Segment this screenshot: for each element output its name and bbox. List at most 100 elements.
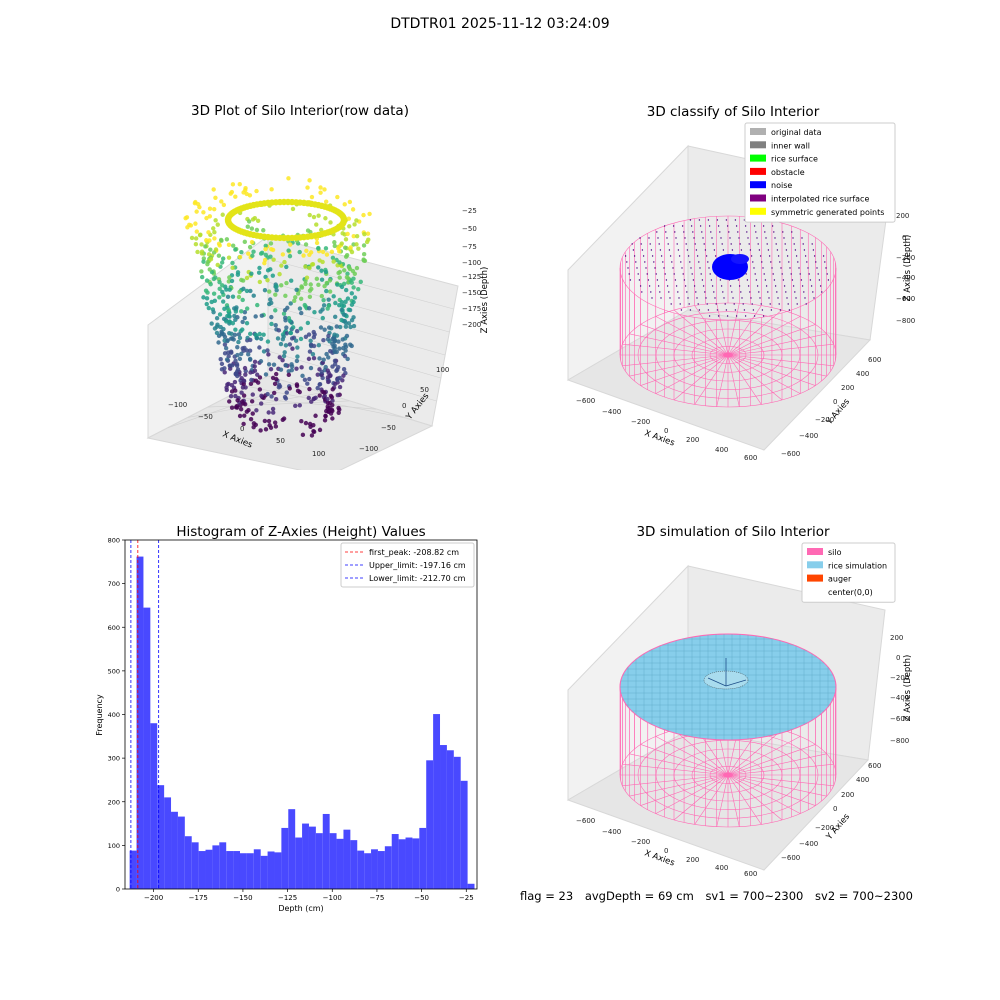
data-point <box>342 268 347 273</box>
interpolated-point <box>783 237 785 239</box>
data-point <box>237 182 242 187</box>
data-point <box>362 258 368 263</box>
data-point <box>339 303 345 309</box>
data-point <box>242 239 248 245</box>
data-point <box>343 299 348 304</box>
histogram-x-ticks: −200 −175 −150 −125 −100 −75 −50 −25 <box>144 889 474 902</box>
data-point <box>290 346 295 351</box>
x-tick-label: −150 <box>233 894 252 902</box>
data-point <box>295 354 300 359</box>
interpolated-point <box>819 285 822 287</box>
data-point <box>301 253 306 258</box>
data-point <box>250 392 255 397</box>
data-point <box>242 315 247 321</box>
data-point <box>362 231 367 237</box>
interpolated-point <box>663 225 666 227</box>
data-point <box>298 326 304 331</box>
data-point <box>243 372 248 377</box>
data-point <box>299 419 304 424</box>
data-point <box>335 377 340 383</box>
interpolated-point <box>767 249 770 251</box>
data-point <box>289 362 294 367</box>
sim-z-tick: 200 <box>890 634 903 642</box>
interpolated-point <box>646 273 648 275</box>
data-point <box>330 387 335 392</box>
data-point <box>254 188 259 194</box>
data-point <box>185 225 190 230</box>
data-point <box>327 289 333 294</box>
data-point <box>251 249 256 254</box>
data-point <box>226 354 231 359</box>
data-point <box>220 212 225 217</box>
histogram-bar <box>295 837 303 889</box>
interpolated-point <box>627 267 629 269</box>
data-point <box>246 352 251 357</box>
data-point <box>277 271 282 277</box>
histogram-bar <box>233 851 240 889</box>
raw-z-tick: −125 <box>462 273 481 281</box>
data-point <box>323 269 329 275</box>
data-point <box>317 381 323 387</box>
interpolated-point <box>641 249 644 251</box>
interpolated-point <box>711 285 714 287</box>
sim-x-tick: 200 <box>686 856 699 864</box>
data-point <box>189 235 195 241</box>
x-tick-label: −200 <box>144 894 163 902</box>
data-point <box>298 296 304 301</box>
data-point <box>220 289 225 295</box>
data-point <box>309 194 315 200</box>
data-point <box>233 393 238 399</box>
data-point <box>314 276 320 282</box>
interpolated-point <box>794 249 797 251</box>
data-point <box>230 336 235 341</box>
classify-x-tick: 200 <box>686 436 699 444</box>
interpolated-point <box>732 297 734 299</box>
data-point <box>214 324 220 329</box>
sim-x-tick: −400 <box>602 828 621 836</box>
data-point <box>347 224 352 229</box>
data-point <box>311 329 316 335</box>
data-point <box>306 395 311 401</box>
interpolated-point <box>767 291 769 293</box>
data-point <box>229 405 235 410</box>
silo-floor-spoke <box>727 354 740 407</box>
sim-z-tick: −800 <box>890 737 909 745</box>
histogram-bar <box>164 797 172 889</box>
data-point <box>257 265 262 271</box>
interpolated-point <box>704 249 707 251</box>
data-point <box>263 243 268 248</box>
interpolated-point <box>768 255 771 257</box>
interpolated-point <box>689 219 692 221</box>
data-point <box>193 236 199 241</box>
interpolated-point <box>685 243 687 245</box>
x-tick-label: −75 <box>370 894 385 902</box>
data-point <box>303 281 308 287</box>
interpolated-point <box>656 279 659 281</box>
interpolated-point <box>657 285 660 287</box>
interpolated-point <box>775 243 777 245</box>
data-point <box>344 333 350 339</box>
data-point <box>248 337 253 343</box>
data-point <box>216 340 221 345</box>
histogram-bar <box>253 849 261 889</box>
interpolated-point <box>745 273 747 275</box>
data-point <box>361 212 366 218</box>
data-point <box>308 365 314 371</box>
interpolated-point <box>773 231 775 233</box>
data-point <box>323 364 328 370</box>
interpolated-point <box>715 303 717 305</box>
data-point <box>319 293 325 299</box>
silo-floor-spoke <box>727 354 827 377</box>
data-point <box>246 219 252 224</box>
classify-z-tick: 200 <box>896 212 909 220</box>
silo-floor-spoke <box>727 729 783 776</box>
data-point <box>212 206 217 212</box>
histogram-bars <box>129 556 475 889</box>
interpolated-point <box>755 231 757 233</box>
interpolated-point <box>810 285 813 287</box>
classify-y-tick: 0 <box>833 398 837 406</box>
data-point <box>311 335 317 340</box>
legend-swatch <box>750 128 766 135</box>
data-point <box>216 241 222 247</box>
histogram-bar <box>405 837 413 889</box>
